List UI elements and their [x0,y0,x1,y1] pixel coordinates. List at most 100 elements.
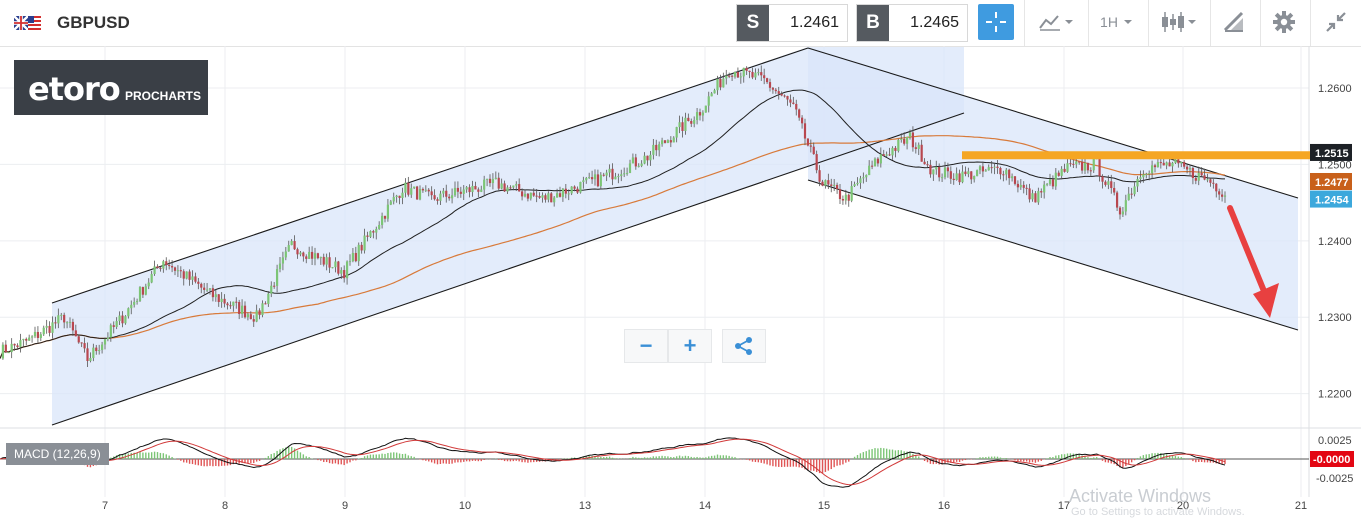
candle [211,284,215,302]
candle [322,253,325,267]
candle-body [742,67,745,77]
candle-body [1072,163,1075,165]
candle [725,69,728,85]
candle-body [1034,193,1037,203]
candle [345,260,349,285]
candle [1054,168,1057,190]
candle [220,292,223,308]
candle [523,189,527,198]
candle [693,116,696,128]
candle-body [22,338,25,341]
chart-type-button[interactable] [1153,4,1205,40]
candle [532,188,535,197]
candle [663,140,667,144]
candle-body [687,117,690,122]
candle-body [211,288,215,298]
candle [908,129,912,140]
candle-body [716,78,719,91]
zoom-out-button[interactable]: − [624,329,668,363]
candle-body [943,167,947,178]
macd-indicator-label[interactable]: MACD (12,26,9) [6,443,109,465]
candle [865,174,868,182]
candle-body [838,189,842,200]
candle-body [51,322,54,333]
candle [730,74,734,82]
candle [526,192,530,202]
candle-body [322,256,325,265]
candle [278,257,282,273]
candle [205,283,209,293]
zoom-in-button[interactable]: + [668,329,712,363]
candle [739,72,742,84]
candle-body [74,330,77,337]
candle [701,110,705,122]
candle-body [28,337,31,341]
candle-body [660,140,664,145]
candle-body [226,303,229,306]
candle-body [908,132,912,138]
candle [905,136,909,150]
share-button[interactable] [722,329,766,363]
buy-button[interactable]: B 1.2465 [856,4,968,42]
time-tick-label: 7 [102,500,108,512]
candle-body [695,112,699,121]
candle-body [25,338,28,341]
candle-body [1177,159,1180,164]
candle [60,312,63,321]
settings-button[interactable] [1264,4,1304,40]
candle-body [424,189,427,191]
candle [302,251,305,262]
candle-body [958,173,961,183]
candle [1200,167,1203,177]
candle [1025,184,1028,196]
candle-body [10,343,13,353]
candle [1107,175,1110,190]
candle [798,108,801,121]
time-tick-label: 14 [699,500,711,512]
candle-body [436,199,439,201]
candle-body [205,289,209,291]
candle-body [308,251,311,259]
candle-body [690,121,693,124]
candle-body [1153,165,1157,168]
candle [92,343,95,362]
candle-body [623,173,626,175]
candle [771,86,775,94]
candle [1194,174,1197,185]
candle [83,337,86,353]
candle-body [526,193,530,199]
candle [1133,182,1136,197]
candle [640,160,643,168]
candle-body [1051,179,1055,187]
activate-windows-subtitle: Go to Settings to activate Windows. [1071,506,1245,518]
chart-style-button[interactable] [1030,4,1082,40]
drawing-tools-button[interactable] [1214,4,1254,40]
candle-body [599,174,602,187]
candle-body [150,274,153,283]
candle [1008,168,1011,185]
sell-button[interactable]: S 1.2461 [736,4,848,42]
candle [590,170,594,184]
candle [203,282,206,294]
price-chart[interactable]: 1.2600 1.2500 1.2400 1.2300 1.2200 1.2515 1.24… [0,46,1361,516]
candle [430,186,433,200]
candle [401,187,404,205]
candle [844,189,847,205]
candle [611,163,614,186]
candle [777,86,780,100]
price-tag-bg [1310,190,1352,208]
collapse-button[interactable] [1316,4,1356,40]
candle [996,159,999,174]
candle [952,173,955,185]
candle-body [433,195,436,200]
candle-body [156,266,159,268]
timeframe-button[interactable]: 1H [1093,4,1141,40]
candle-body [938,166,941,178]
candle-body [328,257,331,268]
candle [617,173,620,184]
candle-body [1101,176,1104,182]
candle [471,180,474,197]
candle [1089,167,1092,178]
crosshair-button[interactable] [978,4,1014,40]
candle [395,194,398,203]
